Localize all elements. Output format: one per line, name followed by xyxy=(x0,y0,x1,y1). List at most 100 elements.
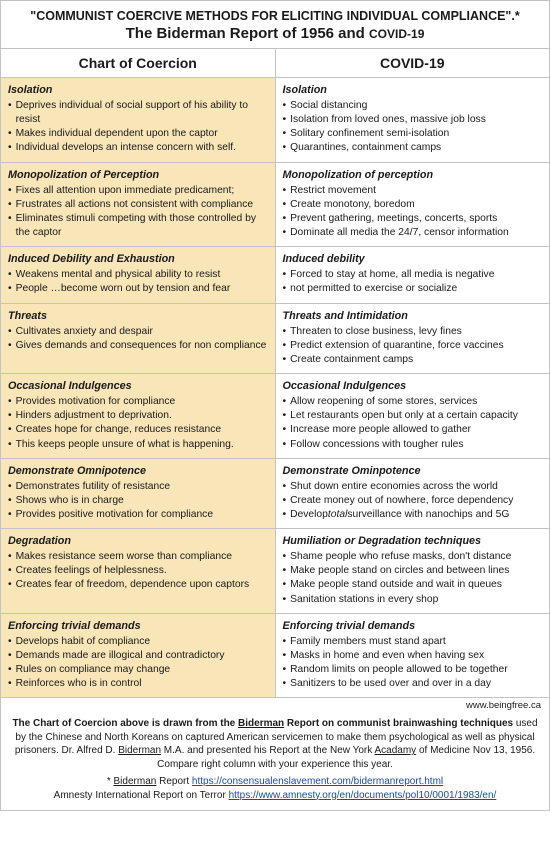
bullet-item: Dominate all media the 24/7, censor info… xyxy=(283,226,543,240)
section-title: Monopolization of perception xyxy=(283,168,543,182)
coercion-cell: Enforcing trivial demandsDevelops habit … xyxy=(1,614,276,698)
bullet-item: Follow concessions with tougher rules xyxy=(283,438,543,452)
bullet-item: Fixes all attention upon immediate predi… xyxy=(8,184,268,198)
source-url: www.beingfree.ca xyxy=(1,698,549,711)
footer-acadamy: Acadamy xyxy=(375,745,417,756)
bullet-item: Create containment camps xyxy=(283,353,543,367)
section-title: Enforcing trivial demands xyxy=(283,619,543,633)
covid-cell: Demonstrate OminpotenceShut down entire … xyxy=(276,459,550,528)
footer-asterisk: * xyxy=(107,776,114,787)
bullet-item: Create money out of nowhere, force depen… xyxy=(283,494,543,508)
bullet-item: Family members must stand apart xyxy=(283,635,543,649)
covid-cell: Humiliation or Degradation techniques Sha… xyxy=(276,529,550,613)
document-page: "COMMUNIST COERCIVE METHODS FOR ELICITIN… xyxy=(0,0,550,811)
bullet-item: Provides motivation for compliance xyxy=(8,395,268,409)
bullet-item: Gives demands and consequences for non c… xyxy=(8,339,268,353)
bullet-item: Creates feelings of helplessness. xyxy=(8,564,268,578)
section-title: Occasional Indulgences xyxy=(8,379,268,393)
bullet-item: Provides positive motivation for complia… xyxy=(8,508,268,522)
section-title: Threats xyxy=(8,309,268,323)
coercion-cell: Monopolization of Perception Fixes all at… xyxy=(1,163,276,247)
bullet-item: Let restaurants open but only at a certa… xyxy=(283,409,543,423)
bullet-item: Reinforces who is in control xyxy=(8,677,268,691)
bullet-item: Creates fear of freedom, dependence upon… xyxy=(8,578,268,592)
bullet-item: This keeps people unsure of what is happ… xyxy=(8,438,268,452)
footer-link-2[interactable]: https://www.amnesty.org/en/documents/pol… xyxy=(229,790,497,801)
section-title: Degradation xyxy=(8,534,268,548)
coercion-cell: Demonstrate OmnipotenceDemonstrates futi… xyxy=(1,459,276,528)
footer-biderman-2: Biderman xyxy=(118,745,161,756)
section-title: Isolation xyxy=(283,83,543,97)
bullet-item: Weakens mental and physical ability to r… xyxy=(8,268,268,282)
col-right-header: COVID-19 xyxy=(276,49,550,77)
title-line-2: The Biderman Report of 1956 and COVID-19 xyxy=(11,25,539,42)
footer-ref2: Amnesty International Report on Terror h… xyxy=(11,789,539,803)
table-row: Demonstrate OmnipotenceDemonstrates futi… xyxy=(1,459,549,529)
section-title: Threats and Intimidation xyxy=(283,309,543,323)
bullet-item: Sanitation stations in every shop xyxy=(283,593,543,607)
table-row: Induced Debility and Exhaustion Weakens m… xyxy=(1,247,549,303)
bullet-item: Make people stand on circles and between… xyxy=(283,564,543,578)
table-row: IsolationDeprives individual of social s… xyxy=(1,78,549,163)
coercion-cell: DegradationMakes resistance seem worse t… xyxy=(1,529,276,613)
footer-p1: The Chart of Coercion above is drawn fro… xyxy=(11,717,539,771)
bullet-item: Increase more people allowed to gather xyxy=(283,423,543,437)
covid-cell: IsolationSocial distancingIsolation from… xyxy=(276,78,550,162)
bullet-item: Cultivates anxiety and despair xyxy=(8,325,268,339)
section-title: Induced Debility and Exhaustion xyxy=(8,252,268,266)
footer-biderman-3: Biderman xyxy=(114,776,157,787)
bullet-item: Forced to stay at home, all media is neg… xyxy=(283,268,543,282)
bullet-item: Rules on compliance may change xyxy=(8,663,268,677)
bullet-item: Solitary confinement semi-isolation xyxy=(283,127,543,141)
section-title: Humiliation or Degradation techniques xyxy=(283,534,543,548)
bullet-item: Demonstrates futility of resistance xyxy=(8,480,268,494)
section-title: Monopolization of Perception xyxy=(8,168,268,182)
document-header: "COMMUNIST COERCIVE METHODS FOR ELICITIN… xyxy=(1,1,549,49)
bullet-item: Make people stand outside and wait in qu… xyxy=(283,578,543,592)
title-prefix: The Biderman Report of 1956 and xyxy=(126,25,369,42)
table-row: DegradationMakes resistance seem worse t… xyxy=(1,529,549,614)
covid-cell: Enforcing trivial demands Family members … xyxy=(276,614,550,698)
col-left-header: Chart of Coercion xyxy=(1,49,276,77)
bullet-item: Shows who is in charge xyxy=(8,494,268,508)
bullet-item: Shut down entire economies across the wo… xyxy=(283,480,543,494)
footer-p1a: The Chart of Coercion above is drawn fro… xyxy=(12,718,238,729)
covid-cell: Induced debility Forced to stay at home, … xyxy=(276,247,550,302)
footer-p1c: Report on communist brainwashing techniq… xyxy=(284,718,513,729)
bullet-item: Makes individual dependent upon the capt… xyxy=(8,127,268,141)
table-row: Occasional Indulgences Provides motivatio… xyxy=(1,374,549,459)
table-row: Threats Cultivates anxiety and despairGiv… xyxy=(1,304,549,374)
bullet-item: Masks in home and even when having sex xyxy=(283,649,543,663)
bullet-item: Creates hope for change, reduces resista… xyxy=(8,423,268,437)
coercion-cell: IsolationDeprives individual of social s… xyxy=(1,78,276,162)
bullet-item: Eliminates stimuli competing with those … xyxy=(8,212,268,239)
bullet-item: People …become worn out by tension and f… xyxy=(8,282,268,296)
footer-amnesty: Amnesty International Report on Terror xyxy=(54,790,229,801)
title-covid: COVID-19 xyxy=(369,27,424,41)
bullet-item: Social distancing xyxy=(283,99,543,113)
table-row: Monopolization of Perception Fixes all at… xyxy=(1,163,549,248)
bullet-item: not permitted to exercise or socialize xyxy=(283,282,543,296)
column-headers: Chart of Coercion COVID-19 xyxy=(1,49,549,78)
bullet-item: Develops habit of compliance xyxy=(8,635,268,649)
bullet-item: Quarantines, containment camps xyxy=(283,141,543,155)
bullet-item: Demands made are illogical and contradic… xyxy=(8,649,268,663)
section-title: Occasional Indulgences xyxy=(283,379,543,393)
bullet-item: Create monotony, boredom xyxy=(283,198,543,212)
covid-cell: Occasional Indulgences Allow reopening of… xyxy=(276,374,550,458)
bullet-item: Individual develops an intense concern w… xyxy=(8,141,268,155)
bullet-item: Threaten to close business, levy fines xyxy=(283,325,543,339)
footer-text: The Chart of Coercion above is drawn fro… xyxy=(1,711,549,810)
footer-p2c: M.A. and presented his Report at the New… xyxy=(161,745,374,756)
bullet-item: Frustrates all actions not consistent wi… xyxy=(8,198,268,212)
bullet-item: Random limits on people allowed to be to… xyxy=(283,663,543,677)
footer-link-1[interactable]: https://consensualenslavement.com/biderm… xyxy=(192,776,443,787)
bullet-item: Shame people who refuse masks, don't dis… xyxy=(283,550,543,564)
bullet-item: Hinders adjustment to deprivation. xyxy=(8,409,268,423)
bullet-item: Develop total surveillance with nanochip… xyxy=(283,508,543,522)
bullet-item: Restrict movement xyxy=(283,184,543,198)
coercion-cell: Occasional Indulgences Provides motivatio… xyxy=(1,374,276,458)
section-title: Induced debility xyxy=(283,252,543,266)
bullet-item: Allow reopening of some stores, services xyxy=(283,395,543,409)
covid-cell: Monopolization of perception Restrict mov… xyxy=(276,163,550,247)
